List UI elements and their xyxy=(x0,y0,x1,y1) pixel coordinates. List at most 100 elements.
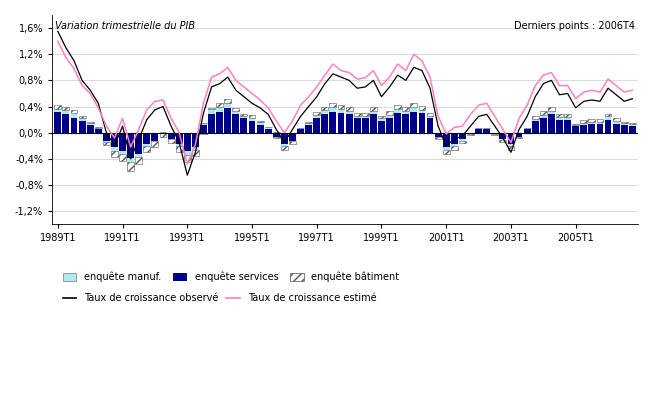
Bar xyxy=(564,114,571,117)
Bar xyxy=(507,146,515,151)
Bar xyxy=(459,133,466,139)
Bar xyxy=(103,141,110,143)
Bar xyxy=(435,137,441,138)
Bar xyxy=(281,133,288,144)
Bar xyxy=(605,116,611,120)
Bar xyxy=(78,121,86,133)
Bar xyxy=(176,146,183,152)
Bar xyxy=(87,125,93,133)
Bar xyxy=(232,108,239,111)
Bar xyxy=(87,123,93,125)
Bar xyxy=(321,114,328,133)
Bar xyxy=(257,121,264,122)
Bar xyxy=(54,109,61,112)
Bar xyxy=(402,114,409,133)
Bar xyxy=(540,118,547,133)
Bar xyxy=(556,117,563,120)
Bar xyxy=(386,115,393,118)
Bar xyxy=(588,122,596,123)
Bar xyxy=(564,120,571,133)
Bar xyxy=(78,116,86,118)
Bar xyxy=(483,128,490,129)
Bar xyxy=(394,109,401,113)
Bar xyxy=(71,111,78,113)
Bar xyxy=(605,114,611,116)
Bar xyxy=(605,120,611,133)
Bar xyxy=(394,113,401,133)
Bar xyxy=(378,118,385,121)
Bar xyxy=(370,111,377,114)
Bar xyxy=(459,139,466,141)
Bar xyxy=(111,147,118,151)
Bar xyxy=(297,129,304,133)
Bar xyxy=(127,133,134,158)
Bar xyxy=(443,133,450,147)
Bar xyxy=(135,157,142,164)
Bar xyxy=(127,162,134,171)
Bar xyxy=(330,112,336,133)
Bar xyxy=(443,147,450,151)
Bar xyxy=(135,153,142,157)
Bar xyxy=(249,118,255,121)
Bar xyxy=(264,128,272,129)
Bar xyxy=(548,107,555,111)
Bar xyxy=(151,141,159,147)
Bar xyxy=(321,111,328,114)
Bar xyxy=(524,129,531,133)
Bar xyxy=(597,123,603,133)
Bar xyxy=(548,111,555,114)
Bar xyxy=(338,105,345,109)
Bar xyxy=(78,118,86,121)
Bar xyxy=(127,158,134,162)
Text: Derniers points : 2006T4: Derniers points : 2006T4 xyxy=(514,21,635,31)
Bar xyxy=(451,146,458,151)
Bar xyxy=(451,144,458,146)
Bar xyxy=(426,116,434,118)
Bar xyxy=(402,107,409,111)
Bar xyxy=(354,113,360,116)
Bar xyxy=(613,121,620,123)
Bar xyxy=(184,133,191,151)
Bar xyxy=(281,144,288,146)
Bar xyxy=(572,123,579,125)
Bar xyxy=(273,133,279,137)
Bar xyxy=(467,134,474,135)
Bar xyxy=(475,128,482,129)
Bar xyxy=(176,144,183,146)
Bar xyxy=(613,123,620,133)
Bar xyxy=(362,116,369,118)
Bar xyxy=(581,120,587,123)
Bar xyxy=(524,128,531,129)
Bar xyxy=(144,144,150,146)
Bar xyxy=(588,123,596,133)
Bar xyxy=(419,113,425,133)
Bar xyxy=(330,103,336,107)
Bar xyxy=(411,107,417,112)
Bar xyxy=(305,123,312,125)
Bar xyxy=(548,114,555,133)
Bar xyxy=(249,121,255,133)
Bar xyxy=(95,129,102,133)
Bar xyxy=(313,115,320,118)
Bar xyxy=(200,123,207,125)
Bar xyxy=(273,132,279,133)
Bar xyxy=(467,133,474,134)
Bar xyxy=(370,114,377,133)
Bar xyxy=(257,125,264,133)
Bar xyxy=(289,141,296,144)
Bar xyxy=(386,118,393,133)
Bar xyxy=(378,116,385,118)
Bar xyxy=(330,107,336,112)
Bar xyxy=(200,125,207,133)
Bar xyxy=(264,129,272,133)
Bar xyxy=(621,122,628,123)
Bar xyxy=(540,115,547,118)
Legend: Taux de croissance observé, Taux de croissance estimé: Taux de croissance observé, Taux de croi… xyxy=(63,293,376,303)
Bar xyxy=(103,143,110,145)
Bar xyxy=(500,139,506,140)
Bar xyxy=(597,119,603,122)
Bar xyxy=(63,106,69,111)
Bar xyxy=(491,133,498,134)
Bar xyxy=(208,114,215,133)
Bar xyxy=(459,141,466,143)
